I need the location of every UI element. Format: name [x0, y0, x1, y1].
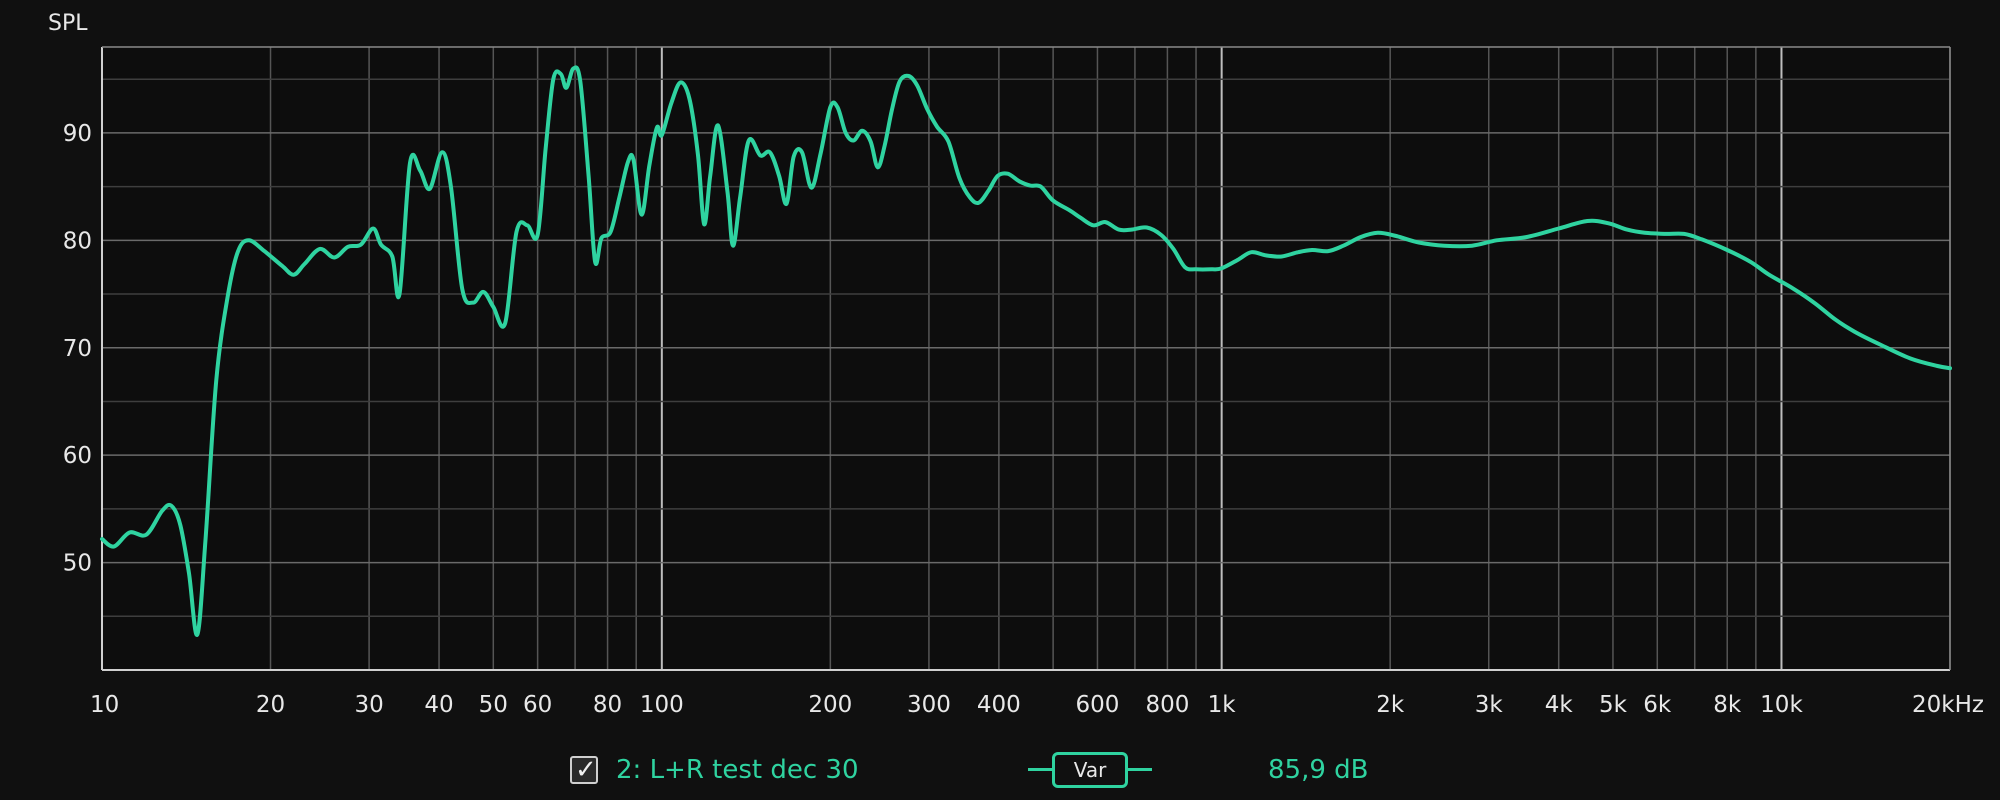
x-tick-label: 30 [354, 692, 383, 718]
x-tick-label: 800 [1145, 692, 1189, 718]
plot-area [102, 47, 1950, 670]
y-tick-label: 80 [63, 228, 92, 254]
checkmark-icon: ✓ [575, 755, 597, 785]
y-tick-label: 90 [63, 121, 92, 147]
chart-series [100, 65, 1952, 637]
var-button[interactable]: Var [1052, 752, 1128, 788]
cursor-value-readout: 85,9 dB [1268, 755, 1369, 785]
chart-axes [101, 46, 1951, 671]
x-tick-label: 2k [1376, 692, 1405, 718]
chart-grid [102, 47, 1951, 670]
x-tick-label: 10 [90, 692, 119, 718]
legend-bar: ✓ 2: L+R test dec 30 Var 85,9 dB [0, 748, 2000, 796]
x-tick-label: 1k [1208, 692, 1237, 718]
x-tick-label: 50 [479, 692, 508, 718]
y-tick-label: 70 [63, 336, 92, 362]
x-tick-label: 100 [640, 692, 684, 718]
series-visibility-checkbox[interactable]: ✓ [570, 755, 598, 785]
x-tick-label: 5k [1599, 692, 1628, 718]
x-tick-label: 400 [977, 692, 1021, 718]
x-tick-label: 3k [1475, 692, 1504, 718]
spl-chart: SPL 50 60 70 80 90 10 20 30 40 50 60 80 100 200 300 400 6… [48, 11, 1984, 718]
x-tick-label: 6k [1643, 692, 1672, 718]
spl-curve [100, 65, 1952, 637]
x-tick-label: 300 [907, 692, 951, 718]
series-name-label[interactable]: 2: L+R test dec 30 [616, 755, 859, 785]
x-tick-label: 600 [1076, 692, 1120, 718]
x-tick-label: 200 [808, 692, 852, 718]
y-tick-label: 50 [63, 551, 92, 577]
x-tick-label: 20 [256, 692, 285, 718]
x-tick-label: 40 [424, 692, 453, 718]
var-button-label: Var [1073, 758, 1107, 782]
var-line-right [1126, 768, 1152, 771]
x-tick-label: 8k [1713, 692, 1742, 718]
chart-labels: SPL 50 60 70 80 90 10 20 30 40 50 60 80 100 200 300 400 6… [48, 11, 1984, 718]
x-tick-label: 20kHz [1912, 692, 1984, 718]
x-tick-label: 4k [1545, 692, 1574, 718]
x-tick-label: 10k [1760, 692, 1803, 718]
x-tick-label: 80 [593, 692, 622, 718]
x-tick-label: 60 [523, 692, 552, 718]
var-line-left [1028, 768, 1054, 771]
y-tick-label: 60 [63, 443, 92, 469]
y-axis-title: SPL [48, 11, 88, 36]
